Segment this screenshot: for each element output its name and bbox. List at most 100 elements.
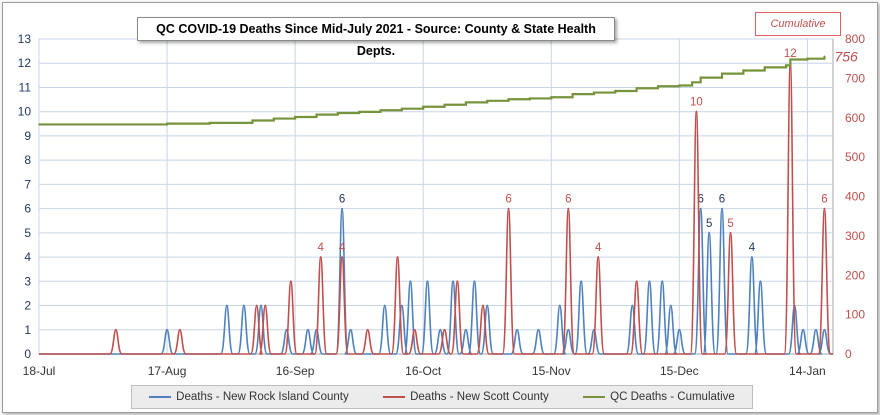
- y-left-tick-label: 6: [24, 202, 31, 216]
- data-label-scott: 4: [595, 242, 602, 254]
- data-label-scott: 4: [318, 242, 325, 254]
- data-point-scott: [482, 304, 484, 307]
- x-tick-label: 16-Sep: [276, 364, 315, 378]
- data-point-cumulative: [272, 117, 275, 120]
- x-tick-label: 17-Aug: [148, 364, 187, 378]
- data-point-scott: [341, 256, 343, 258]
- x-tick-label: 18-Jul: [23, 364, 56, 378]
- data-point-rock-island: [452, 280, 454, 283]
- chart-area: 0123456789101112130100200300400500600700…: [18, 32, 866, 378]
- y-right-tick-label: 700: [845, 71, 865, 85]
- data-point-rock-island: [750, 256, 753, 258]
- data-point-rock-island: [225, 304, 228, 307]
- data-point-rock-island: [631, 304, 634, 307]
- y-left-tick-label: 9: [24, 129, 31, 143]
- data-point-rock-island: [473, 280, 476, 283]
- data-point-cumulative: [38, 123, 40, 126]
- cumulative-box-label: Cumulative: [755, 12, 841, 36]
- data-label-scott: 12: [784, 48, 797, 60]
- data-label-rock-island: 6: [697, 194, 703, 206]
- data-point-cumulative: [721, 72, 723, 75]
- legend-label-rock-island: Deaths - New Rock Island County: [176, 391, 349, 403]
- data-label-rock-island: 6: [339, 194, 345, 206]
- data-point-scott: [567, 207, 570, 210]
- data-point-cumulative: [742, 69, 745, 72]
- data-point-cumulative: [251, 119, 254, 122]
- data-point-rock-island: [307, 328, 309, 331]
- data-point-rock-island: [400, 304, 403, 307]
- data-point-rock-island: [823, 328, 826, 331]
- data-point-scott: [456, 280, 459, 283]
- y-left-tick-label: 2: [24, 299, 31, 313]
- legend-swatch-cumulative: [583, 396, 606, 398]
- data-point-cumulative: [571, 93, 574, 95]
- data-point-rock-island: [166, 328, 168, 331]
- data-point-rock-island: [260, 304, 262, 307]
- legend-swatch-scott: [383, 396, 406, 398]
- legend-item-cumulative: QC Deaths - Cumulative: [583, 391, 735, 403]
- data-label-scott: 4: [339, 242, 346, 254]
- data-point-rock-island: [678, 328, 681, 331]
- data-point-scott: [114, 328, 117, 331]
- y-left-tick-label: 5: [24, 226, 31, 240]
- data-label-rock-island: 5: [706, 218, 712, 230]
- data-point-cumulative: [691, 81, 693, 84]
- data-point-cumulative: [593, 91, 595, 94]
- data-point-cumulative: [785, 64, 787, 67]
- data-point-scott: [695, 110, 698, 113]
- data-point-rock-island: [426, 280, 429, 283]
- data-point-rock-island: [580, 280, 583, 283]
- y-left-tick-label: 11: [19, 80, 32, 94]
- data-point-rock-island: [439, 328, 442, 331]
- legend-swatch-rock-island: [149, 396, 172, 398]
- data-point-cumulative: [465, 101, 467, 104]
- y-right-tick-label: 300: [845, 229, 865, 243]
- data-point-scott: [289, 280, 292, 283]
- data-point-cumulative: [166, 122, 168, 125]
- data-point-rock-island: [721, 207, 723, 210]
- data-point-rock-island: [349, 328, 352, 331]
- data-point-rock-island: [383, 304, 386, 307]
- data-point-cumulative: [379, 109, 382, 112]
- data-point-scott: [264, 304, 267, 307]
- data-point-cumulative: [123, 123, 126, 126]
- data-point-cumulative: [337, 112, 339, 114]
- data-point-scott: [507, 207, 510, 210]
- x-tick-label: 15-Nov: [532, 364, 571, 378]
- y-right-tick-label: 400: [845, 190, 865, 204]
- data-point-rock-island: [669, 304, 672, 307]
- data-label-scott: 10: [690, 97, 703, 109]
- data-point-cumulative: [80, 123, 83, 126]
- data-point-cumulative: [763, 66, 766, 69]
- data-point-rock-island: [759, 280, 762, 283]
- data-point-rock-island: [648, 280, 651, 283]
- data-point-rock-island: [661, 280, 664, 283]
- data-point-cumulative: [358, 111, 360, 113]
- data-point-cumulative: [401, 107, 403, 110]
- data-point-cumulative: [422, 105, 424, 108]
- data-point-scott: [319, 256, 322, 258]
- data-point-cumulative: [486, 100, 489, 102]
- cumulative-final-label: 756: [834, 48, 858, 64]
- x-tick-label: 15-Dec: [660, 364, 699, 378]
- data-point-cumulative: [550, 96, 553, 99]
- y-right-tick-label: 500: [845, 150, 865, 164]
- data-label-rock-island: 6: [719, 194, 725, 206]
- data-point-cumulative: [315, 113, 318, 116]
- plot-area: [38, 38, 834, 355]
- y-left-tick-label: 0: [24, 347, 31, 361]
- y-left-tick-label: 8: [24, 153, 31, 167]
- data-point-rock-island: [567, 328, 570, 331]
- data-point-cumulative: [823, 55, 826, 58]
- y-left-tick-label: 7: [24, 177, 31, 191]
- legend: Deaths - New Rock Island County Deaths -…: [131, 385, 753, 409]
- data-point-rock-island: [464, 328, 467, 331]
- legend-item-scott: Deaths - New Scott County: [383, 391, 549, 403]
- data-point-scott: [366, 328, 369, 331]
- data-point-rock-island: [708, 231, 711, 234]
- data-point-cumulative: [678, 84, 681, 87]
- y-left-tick-label: 4: [24, 250, 31, 264]
- y-left-tick-label: 1: [24, 323, 31, 337]
- data-label-scott: 6: [821, 194, 827, 206]
- data-label-scott: 6: [565, 194, 571, 206]
